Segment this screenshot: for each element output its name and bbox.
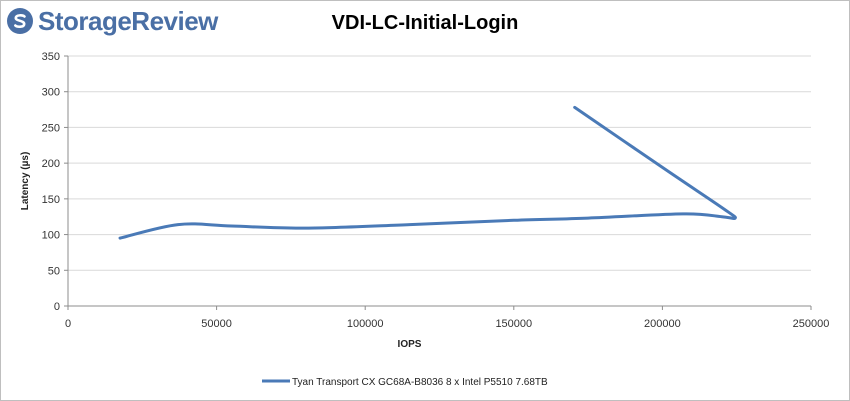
y-tick-label: 300 <box>42 87 60 99</box>
y-axis-label: Latency (µs) <box>20 152 31 211</box>
y-tick-label: 200 <box>42 158 60 170</box>
gridlines <box>68 55 811 271</box>
series-layer <box>118 105 737 240</box>
x-tick-label: 100000 <box>347 318 384 330</box>
x-tick-label: 0 <box>65 318 71 330</box>
legend: Tyan Transport CX GC68A-B8036 8 x Intel … <box>262 377 548 388</box>
y-tick-label: 350 <box>42 51 60 63</box>
storagereview-logo-icon <box>7 8 33 34</box>
y-tick-label: 250 <box>42 122 60 134</box>
storagereview-logo: StorageReview <box>6 4 218 38</box>
x-tick-labels: 0 50000 100000 150000 200000 250000 <box>65 318 829 330</box>
y-tick-label: 150 <box>42 194 60 206</box>
y-tick-labels: 0 50 100 150 200 250 300 350 <box>42 51 60 313</box>
x-axis-label: IOPS <box>398 339 422 350</box>
y-tick-label: 50 <box>48 265 60 277</box>
y-tick-label: 0 <box>54 301 60 313</box>
y-tick-label: 100 <box>42 230 60 242</box>
x-tick-label: 150000 <box>495 318 532 330</box>
x-tick-label: 50000 <box>201 318 232 330</box>
logo-text: StorageReview <box>38 5 218 36</box>
x-tick-label: 250000 <box>793 318 830 330</box>
legend-series-name: Tyan Transport CX GC68A-B8036 8 x Intel … <box>292 377 548 388</box>
axes <box>64 55 812 310</box>
chart-title: VDI-LC-Initial-Login <box>331 12 519 34</box>
x-tick-label: 200000 <box>644 318 681 330</box>
series-line-0 <box>118 105 737 240</box>
